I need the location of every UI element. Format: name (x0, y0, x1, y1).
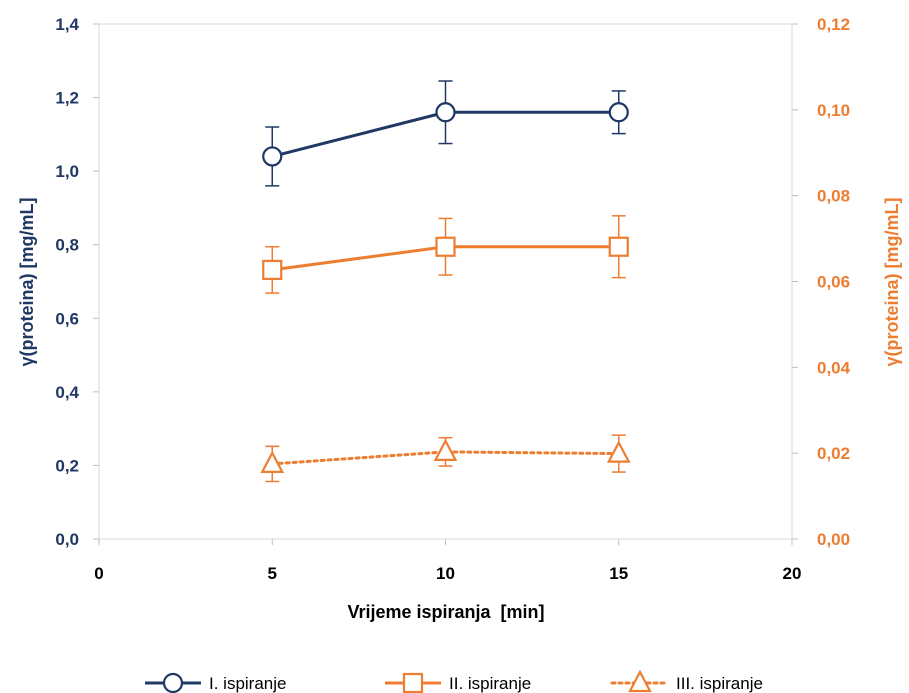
series-1 (262, 80, 629, 187)
left-tick-label: 1,4 (55, 15, 79, 34)
right-tick-label: 0,06 (817, 273, 850, 292)
legend-label: I. ispiranje (209, 674, 286, 693)
left-tick-label: 0,4 (55, 383, 79, 402)
right-tick-label: 0,08 (817, 187, 850, 206)
legend-item: II. ispiranje (385, 672, 531, 693)
series-2 (262, 215, 629, 294)
left-axis-ticks: 0,0 0,2 0,4 0,6 0,8 1,0 1,2 1,4 (55, 15, 99, 549)
x-tick-label: 10 (436, 564, 455, 583)
legend: I. ispiranje II. ispiranje III. ispiranje (145, 669, 763, 693)
right-tick-label: 0,12 (817, 15, 850, 34)
data-point (435, 236, 456, 257)
data-point (433, 438, 458, 461)
data-point (262, 146, 283, 167)
right-tick-label: 0,04 (817, 358, 851, 377)
data-point (608, 102, 629, 123)
x-tick-label: 20 (783, 564, 802, 583)
data-point (608, 236, 629, 257)
right-tick-label: 0,10 (817, 101, 850, 120)
x-axis-ticks: 0 5 10 15 20 (94, 539, 801, 583)
x-axis-title: Vrijeme ispiranja [min] (347, 602, 544, 622)
left-tick-label: 1,2 (55, 89, 79, 108)
x-tick-label: 15 (609, 564, 628, 583)
left-tick-label: 1,0 (55, 162, 79, 181)
legend-marker (162, 672, 184, 693)
x-tick-label: 5 (268, 564, 277, 583)
left-tick-label: 0,0 (55, 530, 79, 549)
legend-item: III. ispiranje (610, 669, 763, 693)
right-axis-ticks: 0,00 0,02 0,04 0,06 0,08 0,10 0,12 (792, 15, 851, 549)
legend-label: II. ispiranje (449, 674, 531, 693)
left-tick-label: 0,2 (55, 456, 79, 475)
legend-label: III. ispiranje (676, 674, 763, 693)
x-tick-label: 0 (94, 564, 103, 583)
legend-marker (628, 669, 652, 693)
right-axis-title: γ(proteina) [mg/mL] (882, 198, 902, 367)
left-tick-label: 0,8 (55, 236, 79, 255)
right-tick-label: 0,00 (817, 530, 850, 549)
left-tick-label: 0,6 (55, 309, 79, 328)
data-point (262, 259, 283, 281)
legend-marker (402, 672, 424, 693)
data-point (260, 450, 285, 473)
legend-item: I. ispiranje (145, 672, 286, 693)
left-axis-title: γ(proteina) [mg/mL] (17, 198, 37, 367)
data-point (606, 440, 631, 463)
series-layer (260, 80, 631, 483)
data-point (435, 102, 456, 123)
series-3 (260, 434, 631, 483)
right-tick-label: 0,02 (817, 444, 850, 463)
